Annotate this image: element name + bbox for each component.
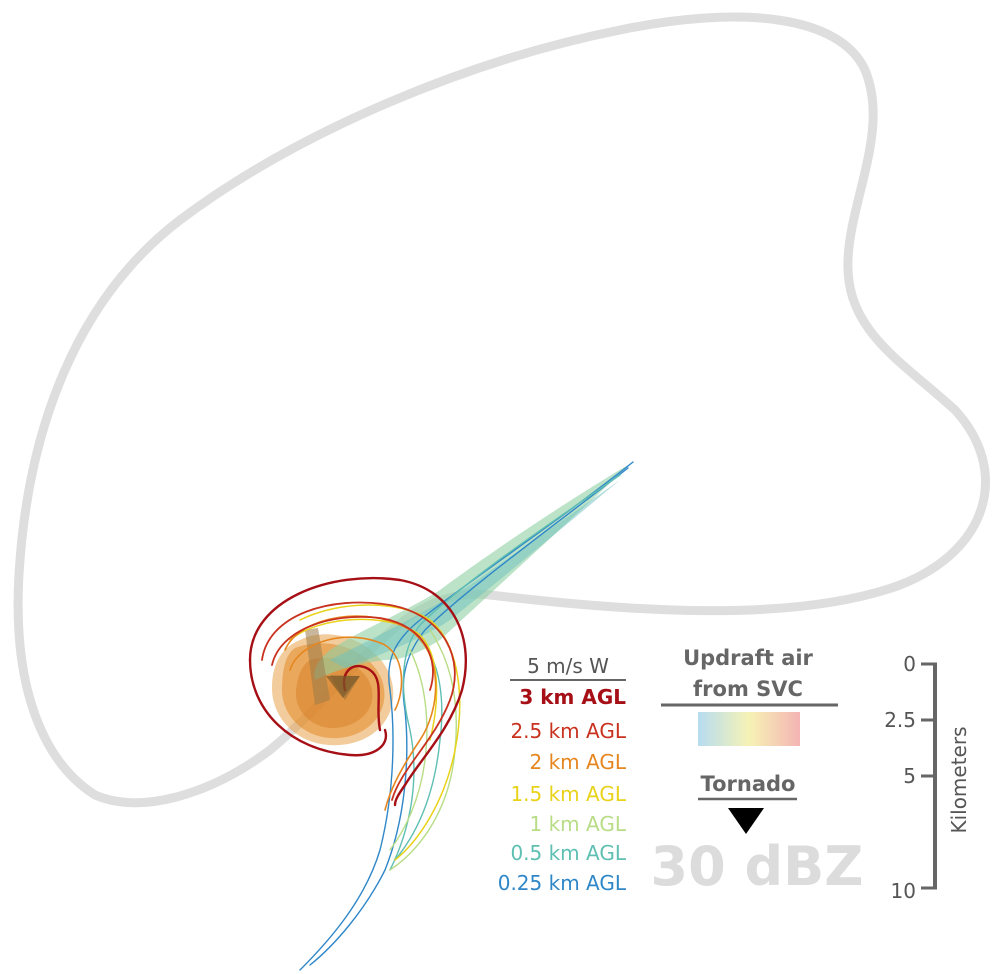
scale-label-10: 10 <box>891 879 916 903</box>
updraft-color-swatch <box>698 712 800 746</box>
tornado-marker-icon <box>326 676 360 698</box>
legend-level-2-5km: 2.5 km AGL <box>510 719 626 743</box>
scale-axis-title: Kilometers <box>947 726 971 833</box>
updraft-title-line1: Updraft air <box>683 646 813 670</box>
height-legend: 5 m/s W 3 km AGL 2.5 km AGL 2 km AGL 1.5… <box>498 654 627 895</box>
scale-label-0: 0 <box>903 652 916 676</box>
kilometer-scale: 0 2.5 5 10 Kilometers <box>884 652 971 903</box>
legend-level-2km: 2 km AGL <box>530 750 627 774</box>
updraft-legend: Updraft air from SVC <box>661 646 838 746</box>
legend-level-1-5km: 1.5 km AGL <box>510 782 626 806</box>
reflectivity-label: 30 dBZ <box>651 835 864 898</box>
legend-level-1km: 1 km AGL <box>530 812 627 836</box>
scale-label-5: 5 <box>903 764 916 788</box>
legend-level-0-25km: 0.25 km AGL <box>498 871 627 895</box>
w-contours <box>248 461 634 971</box>
tornado-legend: Tornado <box>326 676 797 834</box>
tornado-label: Tornado <box>701 772 796 796</box>
updraft-title-line2: from SVC <box>693 677 803 701</box>
legend-level-3km: 3 km AGL <box>519 685 626 709</box>
updraft-air-shading <box>272 462 633 746</box>
legend-header: 5 m/s W <box>527 654 609 678</box>
scale-label-2-5: 2.5 <box>884 708 916 732</box>
tornado-triangle-icon <box>728 808 764 834</box>
reflectivity-outline-30dbz <box>13 12 990 808</box>
legend-level-0-5km: 0.5 km AGL <box>510 841 626 865</box>
